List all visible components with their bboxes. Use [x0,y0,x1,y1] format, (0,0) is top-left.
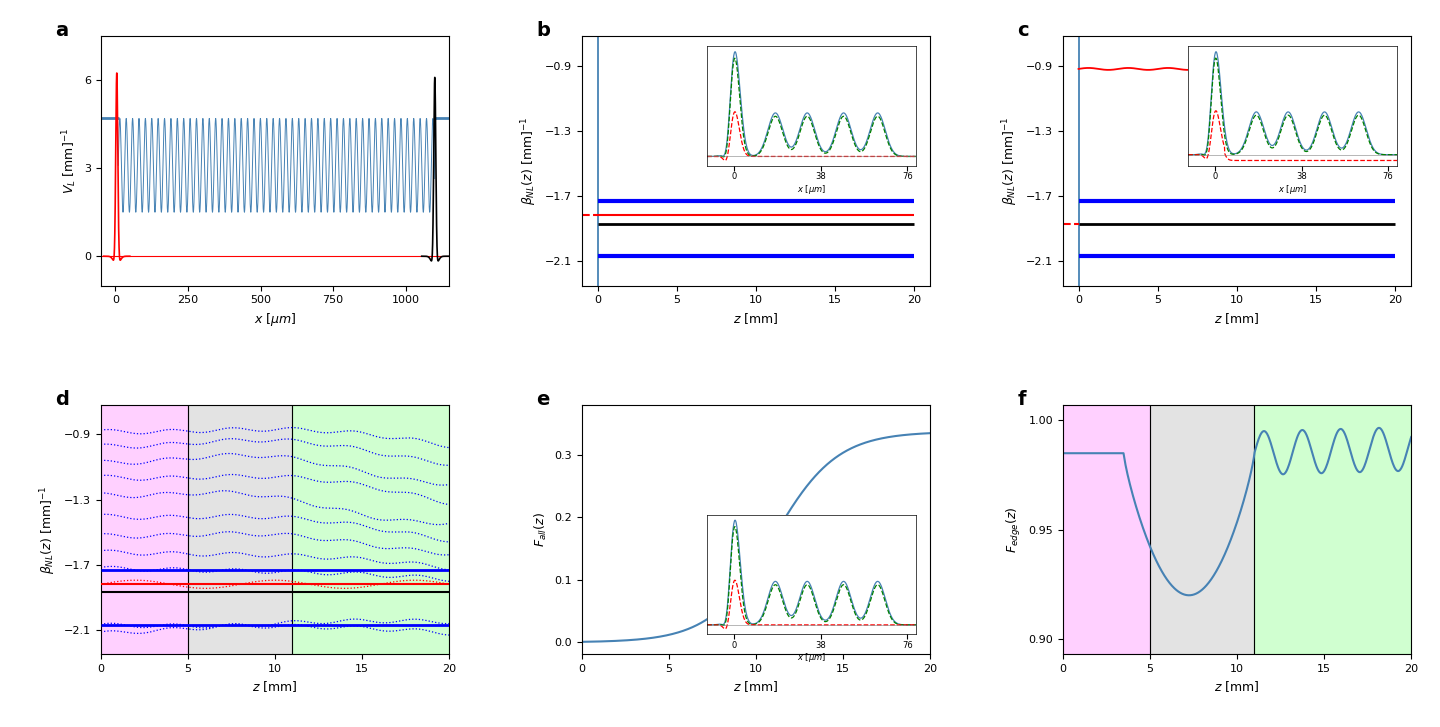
Bar [101,405,189,654]
Text: e: e [537,390,550,409]
Text: c: c [1018,21,1030,41]
Bar [189,405,292,654]
X-axis label: $x\ [\mu m]$: $x\ [\mu m]$ [253,311,297,328]
X-axis label: $z\ [\mathrm{mm}]$: $z\ [\mathrm{mm}]$ [1214,311,1260,326]
Y-axis label: $F_{all}(z)$: $F_{all}(z)$ [533,513,549,547]
Y-axis label: $\beta_{NL}(z)\ [\mathrm{mm}]^{-1}$: $\beta_{NL}(z)\ [\mathrm{mm}]^{-1}$ [520,117,540,205]
Bar [1149,405,1254,654]
X-axis label: $z\ [\mathrm{mm}]$: $z\ [\mathrm{mm}]$ [733,311,779,326]
Y-axis label: $\beta_{NL}(z)\ [\mathrm{mm}]^{-1}$: $\beta_{NL}(z)\ [\mathrm{mm}]^{-1}$ [39,486,59,574]
Bar [1254,405,1411,654]
Y-axis label: $V_L\ [\mathrm{mm}]^{-1}$: $V_L\ [\mathrm{mm}]^{-1}$ [60,128,79,194]
Text: f: f [1018,390,1025,409]
Y-axis label: $F_{edge}(z)$: $F_{edge}(z)$ [1005,507,1022,553]
X-axis label: $z\ [\mathrm{mm}]$: $z\ [\mathrm{mm}]$ [1214,680,1260,694]
X-axis label: $z\ [\mathrm{mm}]$: $z\ [\mathrm{mm}]$ [733,680,779,694]
Text: a: a [56,21,69,41]
X-axis label: $z\ [\mathrm{mm}]$: $z\ [\mathrm{mm}]$ [252,680,298,694]
Bar [292,405,449,654]
Bar [1063,405,1149,654]
Text: b: b [537,21,550,41]
Y-axis label: $\beta_{NL}(z)\ [\mathrm{mm}]^{-1}$: $\beta_{NL}(z)\ [\mathrm{mm}]^{-1}$ [1001,117,1021,205]
Text: d: d [56,390,69,409]
